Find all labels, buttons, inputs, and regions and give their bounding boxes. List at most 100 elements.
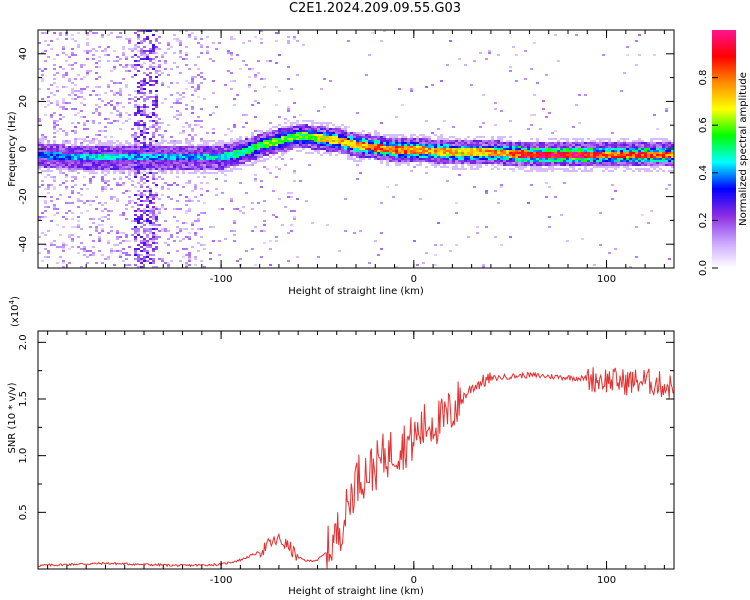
spectrogram-cell [197, 116, 200, 118]
spectrogram-cell [134, 46, 137, 48]
spectrogram-cell [296, 256, 299, 258]
spectrogram-cell [299, 136, 302, 138]
spectrogram-cell [128, 102, 131, 104]
spectrogram-cell [443, 142, 446, 144]
spectrogram-cell [200, 182, 203, 184]
spectrogram-cell [290, 196, 293, 198]
spectrogram-cell [623, 160, 626, 162]
spectrogram-cell [623, 156, 626, 158]
spectrogram-cell [380, 148, 383, 150]
spectrogram-cell [167, 262, 170, 264]
spectrogram-cell [389, 156, 392, 158]
spectrogram-cell [467, 148, 470, 150]
spectrogram-cell [308, 120, 311, 122]
spectrogram-cell [668, 158, 671, 160]
spectrogram-cell [38, 216, 41, 218]
spectrogram-cell [479, 154, 482, 156]
spectrogram-cell [272, 150, 275, 152]
spectrogram-cell [143, 228, 146, 230]
spectrogram-cell [89, 146, 92, 148]
spectrogram-cell [296, 144, 299, 146]
spectrogram-cell [362, 138, 365, 140]
spectrogram-cell [176, 184, 179, 186]
spectrogram-cell [629, 156, 632, 158]
spectrogram-cell [362, 154, 365, 156]
spectrogram-cell [101, 148, 104, 150]
spectrogram-cell [329, 150, 332, 152]
spectrogram-cell [215, 164, 218, 166]
spectrogram-cell [647, 160, 650, 162]
spectrogram-cell [242, 144, 245, 146]
spectrogram-cell [155, 238, 158, 240]
spectrogram-cell [107, 210, 110, 212]
spectrogram-cell [56, 146, 59, 148]
spectrogram-cell [77, 158, 80, 160]
spectrogram-cell [71, 146, 74, 148]
spectrogram-cell [149, 166, 152, 168]
spectrogram-cell [203, 164, 206, 166]
spectrogram-cell [113, 196, 116, 198]
spectrogram-cell [122, 240, 125, 242]
spectrogram-cell [479, 162, 482, 164]
spectrogram-cell [410, 170, 413, 172]
spectrogram-cell [152, 112, 155, 114]
spectrogram-cell [254, 178, 257, 180]
spectrogram-cell [110, 250, 113, 252]
spectrogram-cell [104, 130, 107, 132]
spectrogram-cell [77, 246, 80, 248]
spectrogram-cell [71, 170, 74, 172]
spectrogram-cell [473, 186, 476, 188]
spectrogram-cell [491, 138, 494, 140]
spectrogram-cell [566, 142, 569, 144]
spectrogram-cell [656, 138, 659, 140]
spectrogram-cell [80, 200, 83, 202]
spectrogram-cell [167, 86, 170, 88]
spectrogram-cell [143, 178, 146, 180]
spectrogram-cell [479, 146, 482, 148]
spectrogram-cell [323, 130, 326, 132]
spectrogram-cell [386, 144, 389, 146]
spectrogram-cell [239, 156, 242, 158]
spectrogram-cell [236, 150, 239, 152]
spectrogram-cell [464, 158, 467, 160]
spectrogram-cell [380, 140, 383, 142]
spectrogram-cell [494, 154, 497, 156]
spectrogram-cell [161, 142, 164, 144]
spectrogram-cell [164, 98, 167, 100]
spectrogram-cell [152, 120, 155, 122]
spectrogram-cell [434, 156, 437, 158]
spectrogram-cell [152, 58, 155, 60]
spectrogram-cell [371, 142, 374, 144]
spectrogram-cell [272, 140, 275, 142]
spectrogram-cell [353, 144, 356, 146]
spectrogram-cell [575, 170, 578, 172]
spectrogram-cell [200, 188, 203, 190]
spectrogram-cell [518, 158, 521, 160]
spectrogram-cell [635, 156, 638, 158]
spectrogram-cell [146, 128, 149, 130]
spectrogram-cell [125, 142, 128, 144]
spectrogram-cell [140, 160, 143, 162]
spectrogram-cell [89, 168, 92, 170]
spectrogram-cell [137, 158, 140, 160]
spectrogram-cell [398, 162, 401, 164]
spectrogram-cell [203, 150, 206, 152]
spectrogram-cell [140, 84, 143, 86]
spectrogram-cell [248, 154, 251, 156]
spectrogram-cell [62, 48, 65, 50]
spectrogram-cell [71, 158, 74, 160]
spectrogram-cell [668, 142, 671, 144]
spectrogram-cell [227, 128, 230, 130]
spectrogram-cell [602, 160, 605, 162]
spectrogram-cell [377, 254, 380, 256]
spectrogram-cell [530, 184, 533, 186]
spectrogram-cell [449, 150, 452, 152]
spectrogram-cell [137, 104, 140, 106]
spectrogram-cell [581, 162, 584, 164]
spectrogram-cell [233, 124, 236, 126]
spectrogram-cell [263, 134, 266, 136]
spectrogram-cell [524, 160, 527, 162]
spectrogram-cell [437, 162, 440, 164]
spectrogram-cell [461, 160, 464, 162]
spectrogram-cell [617, 160, 620, 162]
